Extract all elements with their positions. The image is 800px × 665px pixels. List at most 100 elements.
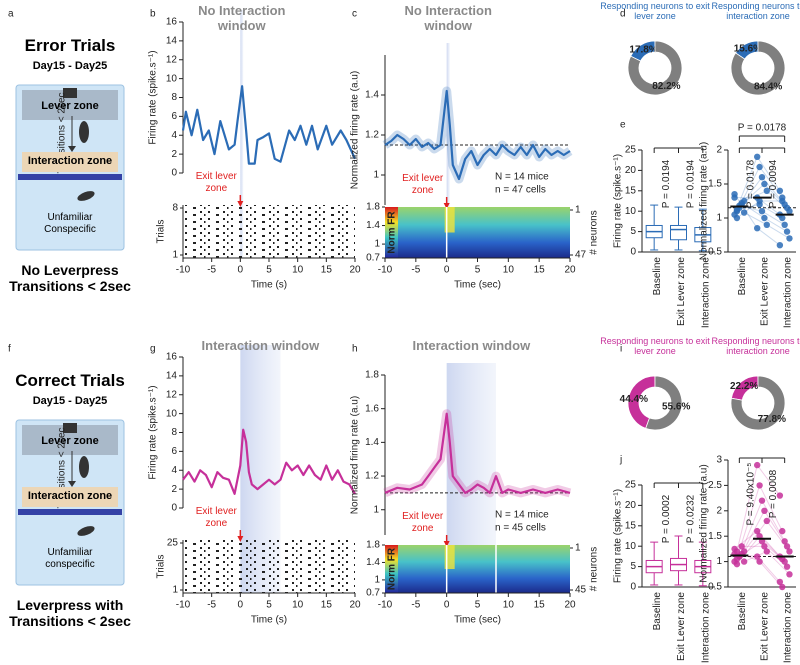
x-axis-label: Time (s): [251, 280, 287, 291]
stats-label: n = 45 cells: [495, 523, 546, 534]
x-tick-label: Interaction zone: [700, 592, 711, 664]
x-tick-label: -10: [378, 265, 393, 276]
y-axis-label: Normalized firing rate (a.u): [699, 464, 710, 582]
point: [754, 461, 761, 469]
panel-label: c: [352, 9, 357, 20]
p-value: P = 0.0094: [768, 159, 779, 208]
pair-line: [761, 500, 786, 542]
diagram-title: Error Trials: [24, 36, 116, 55]
x-tick-label: 5: [475, 265, 481, 276]
x-tick-label: 15: [321, 600, 333, 611]
y-tick-label: 16: [166, 17, 178, 28]
y-tick-label: 2: [716, 145, 722, 156]
x-axis-label: Time (sec): [454, 615, 501, 626]
point: [786, 235, 793, 242]
y-tick-label: 2: [171, 149, 177, 160]
y-tick-label: 25: [625, 480, 637, 491]
x-tick-label: 20: [564, 265, 576, 276]
diagram-caption: Leverpress with Transitions < 2sec: [9, 597, 131, 630]
pair-line: [743, 520, 768, 552]
exit-annotation: Exit lever zone: [402, 173, 444, 196]
y-tick-label: 20: [625, 165, 637, 176]
y-tick-label: 4: [171, 130, 177, 141]
raster-tick-label: 8: [172, 203, 178, 214]
y-tick-label: 2: [716, 505, 722, 516]
point: [763, 187, 770, 194]
pie-value-label: 15.6%: [734, 44, 762, 55]
pair-line: [743, 212, 768, 226]
y-tick-label: 25: [625, 145, 637, 156]
heatmap-label: # neurons: [589, 547, 600, 591]
raster-label: Trials: [156, 554, 167, 578]
x-tick-label: -10: [176, 600, 191, 611]
y-tick-label: 4: [171, 465, 177, 476]
colorbar-tick-label: 1.4: [366, 220, 380, 231]
y-tick-label: 0: [171, 503, 177, 514]
raster: [183, 540, 355, 593]
point: [756, 558, 763, 565]
window-title: No Interaction window: [198, 3, 286, 33]
y-tick-label: 1.4: [365, 437, 379, 448]
y-tick-label: 1.5: [708, 179, 722, 190]
x-tick-label: -5: [411, 600, 420, 611]
arrow-head: [68, 146, 76, 152]
point: [763, 548, 770, 555]
y-tick-label: 0: [630, 582, 636, 593]
x-tick-label: -10: [176, 265, 191, 276]
y-tick-label: 12: [166, 389, 178, 400]
raster-tick-label: 1: [172, 585, 178, 596]
x-tick-label: 10: [503, 600, 515, 611]
diagram-title: Correct Trials: [15, 371, 125, 390]
series-line: [384, 412, 571, 494]
x-tick-label: Exit Lever zone: [676, 257, 687, 326]
barrier: [18, 509, 122, 515]
point: [786, 548, 793, 555]
point: [786, 571, 793, 578]
y-tick-label: 14: [166, 371, 178, 382]
panel-label: b: [150, 9, 156, 20]
y-tick-label: 0.5: [708, 247, 722, 258]
y-axis-label: Firing rate (spike.s⁻¹): [148, 50, 159, 144]
x-tick-label: 0: [444, 265, 450, 276]
y-tick-label: 10: [166, 73, 178, 84]
y-tick-label: 1: [716, 556, 722, 567]
pair-line: [761, 210, 785, 226]
heatmap-response: [444, 207, 455, 233]
y-tick-label: 10: [166, 408, 178, 419]
point: [733, 560, 741, 568]
pie-value-label: 17.8%: [629, 44, 657, 55]
y-tick-label: 8: [171, 427, 177, 438]
exit-annotation: Exit lever zone: [195, 506, 237, 529]
point: [731, 191, 738, 198]
raster-tick-label: 1: [172, 250, 178, 261]
exit-annotation: Exit lever zone: [195, 171, 237, 194]
y-tick-label: 5: [630, 226, 636, 237]
diagram-days: Day15 - Day25: [32, 60, 108, 72]
pair-line: [734, 530, 758, 550]
point: [781, 538, 788, 545]
raster-label: Trials: [156, 219, 167, 243]
panel-label: g: [150, 344, 156, 355]
y-tick-label: 1.2: [365, 130, 379, 141]
point: [783, 543, 791, 550]
point: [754, 553, 761, 560]
colorbar-tick-label: 1: [374, 575, 380, 586]
x-tick-label: 5: [266, 265, 272, 276]
pie-value-label: 77.8%: [758, 414, 786, 425]
x-tick-label: 20: [349, 265, 361, 276]
colorbar-tick-label: 0.7: [366, 253, 380, 264]
point: [733, 548, 741, 555]
heatmap-response: [444, 545, 455, 569]
box: [670, 224, 687, 241]
pair-line: [741, 510, 765, 555]
point: [781, 221, 788, 228]
point: [756, 197, 763, 205]
x-tick-label: Interaction zone: [782, 592, 793, 664]
point: [740, 558, 748, 565]
x-tick-label: 10: [292, 265, 304, 276]
y-tick-label: 6: [171, 111, 177, 122]
x-tick-label: 0: [444, 600, 450, 611]
point: [783, 228, 791, 235]
p-value: P = 0.0178: [745, 159, 756, 208]
point: [761, 180, 768, 188]
